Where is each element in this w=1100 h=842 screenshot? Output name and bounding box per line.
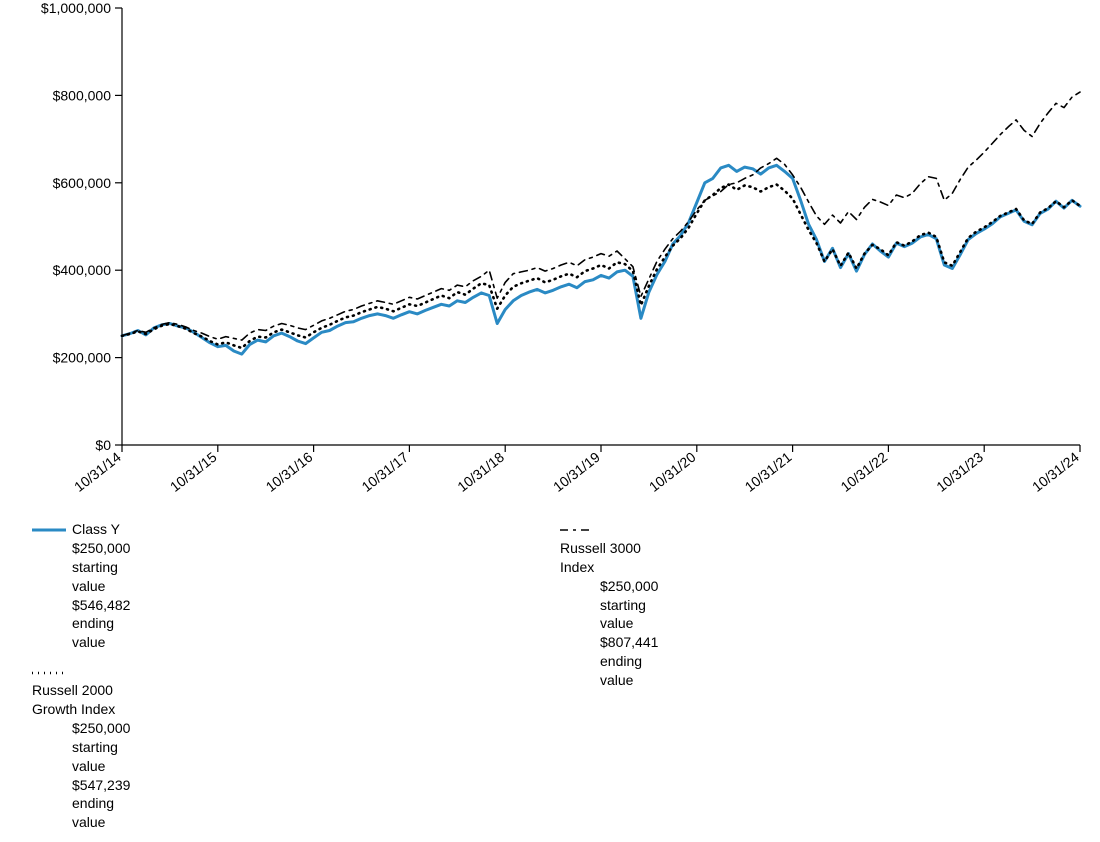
x-tick-label: 10/31/21 (742, 449, 795, 495)
legend-label: Russell 3000 Index (560, 539, 658, 577)
x-tick-label: 10/31/14 (71, 449, 124, 495)
legend-starting-value: $250,000 starting value (72, 719, 130, 776)
x-tick-label: 10/31/22 (837, 449, 890, 495)
x-tick-label: 10/31/24 (1029, 449, 1082, 495)
legend-item-russell2000g: Russell 2000 Growth Index$250,000 starti… (32, 662, 130, 832)
legend-ending-value: $546,482 ending value (72, 596, 130, 653)
y-tick-label: $400,000 (53, 262, 112, 278)
legend-item-class_y: Class Y$250,000 starting value$546,482 e… (32, 520, 130, 652)
y-tick-label: $1,000,000 (41, 0, 111, 16)
x-tick-label: 10/31/18 (454, 449, 507, 495)
series-russell2000g (122, 185, 1080, 349)
y-tick-label: $0 (95, 437, 111, 453)
y-tick-label: $800,000 (53, 87, 112, 103)
legend-label: Russell 2000 Growth Index (32, 681, 130, 719)
legend-starting-value: $250,000 starting value (72, 539, 130, 596)
series-class_y (122, 165, 1080, 354)
x-tick-label: 10/31/23 (933, 449, 986, 495)
line-chart: $0 $200,000 $400,000 $600,000 $800,000 $1,000… (0, 0, 1100, 653)
legend-item-russell3000: Russell 3000 Index$250,000 starting valu… (560, 520, 658, 690)
legend-ending-value: $547,239 ending value (72, 776, 130, 833)
legend-starting-value: $250,000 starting value (600, 577, 658, 634)
x-tick-label: 10/31/16 (263, 449, 316, 495)
legend-ending-value: $807,441 ending value (600, 633, 658, 690)
x-tick-label: 10/31/17 (358, 449, 411, 495)
x-tick-label: 10/31/19 (550, 449, 603, 495)
legend-label: Class Y (72, 520, 120, 539)
y-tick-label: $600,000 (53, 175, 112, 191)
y-tick-label: $200,000 (53, 350, 112, 366)
growth-chart-container: $0 $200,000 $400,000 $600,000 $800,000 $1,000… (0, 0, 1100, 653)
series-russell3000 (122, 92, 1080, 340)
x-tick-label: 10/31/20 (646, 449, 699, 495)
x-tick-label: 10/31/15 (167, 449, 220, 495)
